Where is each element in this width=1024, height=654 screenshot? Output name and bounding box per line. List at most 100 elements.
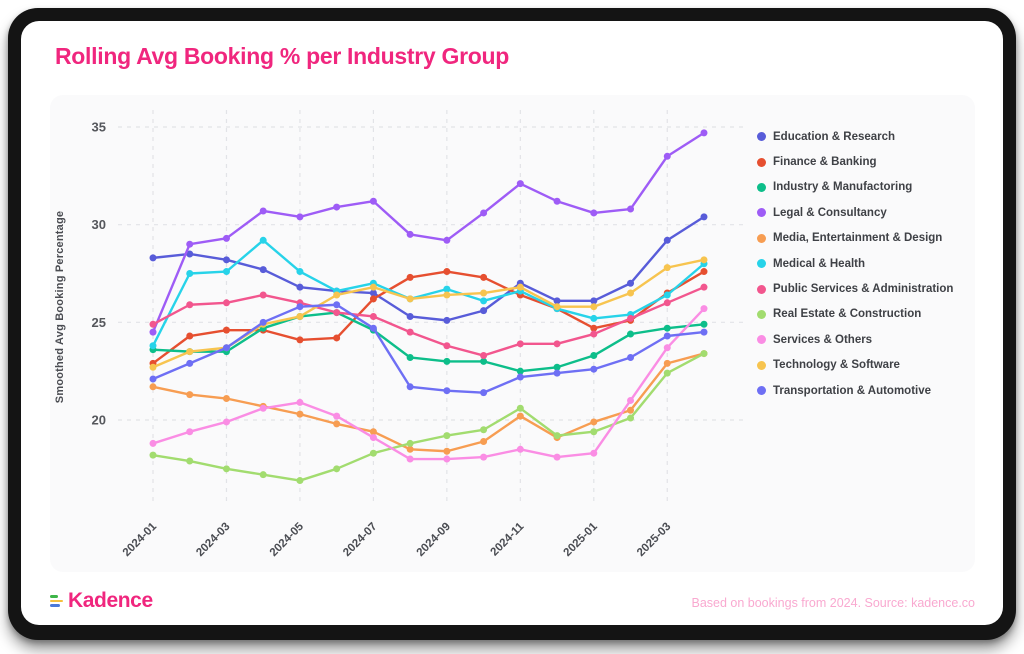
data-point-marker	[700, 320, 708, 328]
data-point-marker	[186, 359, 194, 367]
data-point-marker	[663, 152, 671, 160]
series-education-research	[149, 213, 708, 324]
legend-label: Education & Research	[773, 130, 896, 143]
data-point-marker	[186, 240, 194, 248]
data-point-marker	[333, 203, 341, 211]
x-tick-label: 2025-01	[562, 520, 601, 559]
data-point-marker	[663, 264, 671, 272]
data-point-marker	[627, 289, 635, 297]
data-point-marker	[516, 445, 524, 453]
data-point-marker	[700, 256, 708, 264]
data-point-marker	[516, 180, 524, 188]
kadence-logo-icon	[50, 595, 65, 609]
data-point-marker	[480, 297, 488, 305]
data-point-marker	[663, 299, 671, 307]
data-point-marker	[443, 447, 451, 455]
series-line	[151, 311, 706, 373]
legend-item-finance-banking[interactable]: Finance & Banking	[757, 149, 972, 174]
data-point-marker	[516, 373, 524, 381]
data-point-marker	[627, 330, 635, 338]
data-point-marker	[186, 250, 194, 258]
legend-label: Public Services & Administration	[773, 283, 954, 296]
line-chart: 20 25 30 35 2024-01 2024-03 2024-05 2024-07 2024…	[54, 110, 745, 559]
data-point-marker	[333, 420, 341, 428]
data-point-marker	[590, 449, 598, 457]
x-tick-label: 2024-01	[121, 520, 160, 559]
legend-item-real-estate-construction[interactable]: Real Estate & Construction	[757, 302, 972, 327]
data-point-marker	[553, 363, 561, 371]
data-point-marker	[590, 303, 598, 311]
data-point-marker	[222, 395, 230, 403]
data-point-marker	[406, 328, 414, 336]
legend-item-education-research[interactable]: Education & Research	[757, 124, 972, 149]
legend-label: Technology & Software	[773, 359, 900, 372]
data-point-marker	[149, 328, 157, 336]
x-tick-label: 2024-07	[341, 521, 379, 559]
legend-item-industry-manufactoring[interactable]: Industry & Manufactoring	[757, 175, 972, 200]
data-point-marker	[700, 328, 708, 336]
legend-item-medical-health[interactable]: Medical & Health	[757, 251, 972, 276]
data-point-marker	[259, 266, 267, 274]
chart-panel: 20 25 30 35 2024-01 2024-03 2024-05 2024-07 2024…	[50, 95, 975, 572]
series-line	[151, 239, 706, 347]
data-point-marker	[186, 457, 194, 465]
data-point-marker	[663, 324, 671, 332]
data-point-marker	[186, 391, 194, 399]
legend-item-transportation-automotive[interactable]: Transportation & Automotive	[757, 378, 972, 403]
data-point-marker	[369, 283, 377, 291]
data-point-marker	[222, 418, 230, 426]
data-point-marker	[663, 369, 671, 377]
y-tick-label: 35	[92, 120, 106, 135]
data-point-marker	[663, 332, 671, 340]
series-line	[151, 307, 706, 461]
data-point-marker	[296, 303, 304, 311]
kadence-wordmark: Kadence	[68, 589, 153, 612]
data-point-marker	[406, 383, 414, 391]
data-point-marker	[443, 268, 451, 276]
data-point-marker	[149, 375, 157, 383]
series-line	[151, 270, 706, 365]
y-tick-label: 25	[92, 315, 106, 330]
data-point-marker	[590, 352, 598, 360]
data-point-marker	[296, 213, 304, 221]
legend-label: Industry & Manufactoring	[773, 181, 913, 194]
data-point-marker	[406, 295, 414, 303]
legend-dot	[757, 284, 766, 294]
data-point-marker	[149, 254, 157, 262]
data-point-marker	[553, 340, 561, 348]
data-point-marker	[149, 451, 157, 459]
legend-item-legal-consultancy[interactable]: Legal & Consultancy	[757, 200, 972, 225]
data-point-marker	[149, 439, 157, 447]
data-point-marker	[186, 269, 194, 277]
legend-item-services-others[interactable]: Services & Others	[757, 327, 972, 352]
data-point-marker	[590, 330, 598, 338]
legend-label: Medical & Health	[773, 257, 866, 270]
data-point-marker	[480, 289, 488, 297]
legend-dot	[757, 233, 766, 243]
data-point-marker	[590, 314, 598, 322]
data-point-marker	[296, 336, 304, 344]
legend-dot	[757, 335, 766, 345]
data-point-marker	[700, 350, 708, 358]
series-line	[151, 285, 706, 357]
data-point-marker	[406, 445, 414, 453]
data-point-marker	[590, 324, 598, 332]
data-point-marker	[333, 465, 341, 473]
data-point-marker	[369, 449, 377, 457]
data-point-marker	[333, 412, 341, 420]
chart-legend: Education & Research Finance & Banking Ind…	[757, 124, 972, 403]
data-point-marker	[406, 230, 414, 238]
legend-item-technology-software[interactable]: Technology & Software	[757, 353, 972, 378]
data-point-marker	[443, 357, 451, 365]
data-point-marker	[480, 453, 488, 461]
data-point-marker	[186, 428, 194, 436]
data-point-marker	[296, 410, 304, 418]
data-point-marker	[480, 273, 488, 281]
legend-item-public-services-administration[interactable]: Public Services & Administration	[757, 276, 972, 301]
series-services-others	[149, 305, 708, 463]
page-title: Rolling Avg Booking % per Industry Group	[55, 43, 509, 69]
data-point-marker	[590, 209, 598, 217]
legend-label: Finance & Banking	[773, 156, 877, 169]
legend-item-media-entertainment-design[interactable]: Media, Entertainment & Design	[757, 226, 972, 251]
data-point-marker	[443, 342, 451, 350]
